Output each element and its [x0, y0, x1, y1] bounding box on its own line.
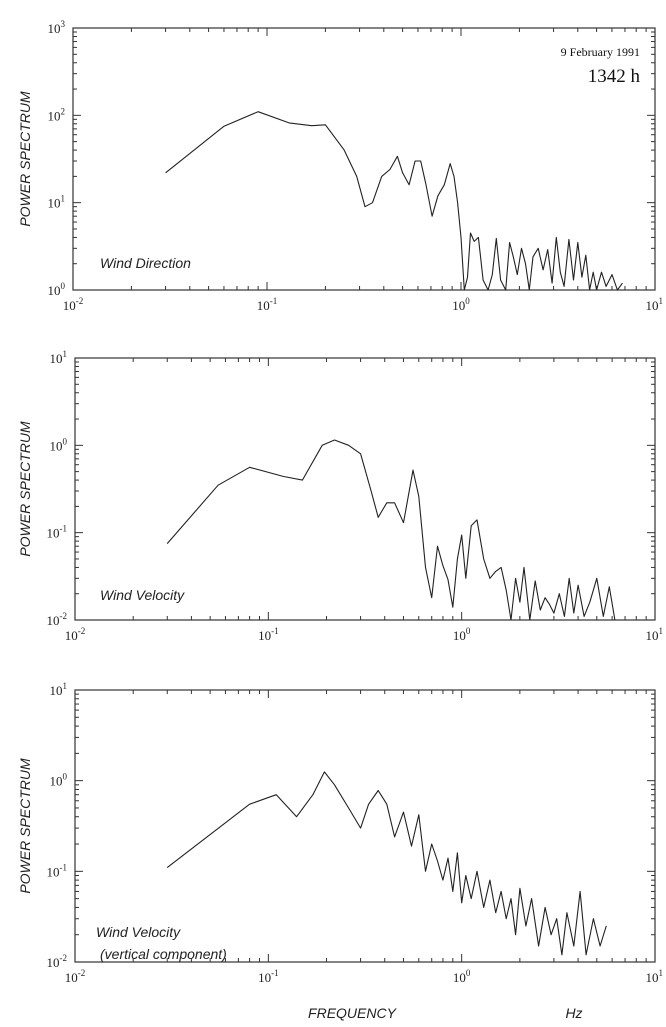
wind-direction-panel: POWER SPECTRUM Wind Direction 10-2 10-1 10… [17, 19, 663, 313]
wind-velocity-panel: POWER SPECTRUM Wind Velocity 10-2 10-1 100… [17, 349, 663, 643]
wind-velocity-annotation: Wind Velocity [100, 587, 185, 603]
wind-velocity-lines [166, 439, 616, 621]
wind-vertical-ticks [74, 689, 656, 963]
wind-vertical-y-tick-label: 10-1 [47, 862, 68, 879]
wind-direction-y-tick-label: 103 [48, 19, 66, 36]
wind-vertical-tick-labels: 10-2 10-1 100 101 10-2 10-1 100 101 [47, 681, 664, 985]
wind-vertical-y-tick-label: 10-2 [47, 953, 68, 970]
wind-direction-x-tick-label: 10-2 [63, 296, 84, 313]
wind-vertical-annotation: Wind Velocity (vertical component) [96, 924, 227, 962]
date-label: 9 February 1991 [561, 45, 640, 59]
time-label: 1342 h [588, 66, 641, 87]
wind-direction-y-tick-label: 102 [48, 106, 66, 123]
wind-vertical-ylabel: POWER SPECTRUM [17, 758, 33, 894]
wind-velocity-ticks [74, 357, 656, 621]
wind-velocity-y-tick-label: 10-1 [47, 524, 68, 541]
wind-vertical-annotation-line-1: Wind Velocity [96, 924, 181, 940]
wind-vertical-x-tick-label: 100 [453, 968, 471, 985]
wind-vertical-x-tick-label: 10-1 [258, 968, 279, 985]
wind-velocity-tick-labels: 10-2 10-1 100 101 10-2 10-1 100 101 [47, 349, 664, 643]
wind-velocity-y-tick-label: 101 [50, 349, 68, 366]
wind-velocity-y-tick-label: 100 [50, 436, 68, 453]
wind-direction-ylabel: POWER SPECTRUM [17, 91, 33, 227]
wind-direction-frame [72, 27, 656, 291]
wind-direction-x-tick-label: 100 [452, 296, 470, 313]
wind-vertical-x-tick-label: 101 [646, 968, 664, 985]
wind-vertical-frame [74, 689, 656, 963]
wind-vertical-y-tick-label: 101 [50, 681, 68, 698]
wind-direction-x-tick-label: 10-1 [257, 296, 278, 313]
wind-direction-ticks [72, 27, 656, 291]
wind-direction-y-tick-label: 101 [48, 194, 66, 211]
wind-vertical-y-tick-label: 100 [50, 772, 68, 789]
wind-vertical-panel: POWER SPECTRUM Wind Velocity (vertical c… [17, 681, 663, 985]
wind-vertical-x-tick-label: 10-2 [65, 968, 86, 985]
wind-vertical-spectrum-line [166, 771, 607, 956]
wind-direction-spectrum-line [165, 111, 623, 291]
wind-velocity-x-tick-label: 100 [453, 626, 471, 643]
wind-direction-tick-labels: 10-2 10-1 100 101 100 101 102 103 [48, 19, 664, 313]
wind-direction-y-tick-label: 100 [48, 281, 66, 298]
x-axis-unit: Hz [565, 1005, 582, 1021]
wind-velocity-x-tick-label: 101 [646, 626, 664, 643]
wind-velocity-spectrum-line [166, 439, 616, 621]
wind-velocity-frame [74, 357, 656, 621]
wind-vertical-annotation-line-2: (vertical component) [100, 946, 227, 962]
x-axis-label: FREQUENCY [308, 1005, 398, 1021]
wind-velocity-ylabel: POWER SPECTRUM [17, 421, 33, 557]
wind-direction-lines [165, 111, 623, 291]
wind-velocity-x-tick-label: 10-1 [258, 626, 279, 643]
wind-velocity-x-tick-label: 10-2 [65, 626, 86, 643]
wind-velocity-y-tick-label: 10-2 [47, 611, 68, 628]
wind-direction-x-tick-label: 101 [646, 296, 664, 313]
wind-vertical-lines [166, 771, 607, 956]
wind-direction-annotation: Wind Direction [100, 255, 191, 271]
